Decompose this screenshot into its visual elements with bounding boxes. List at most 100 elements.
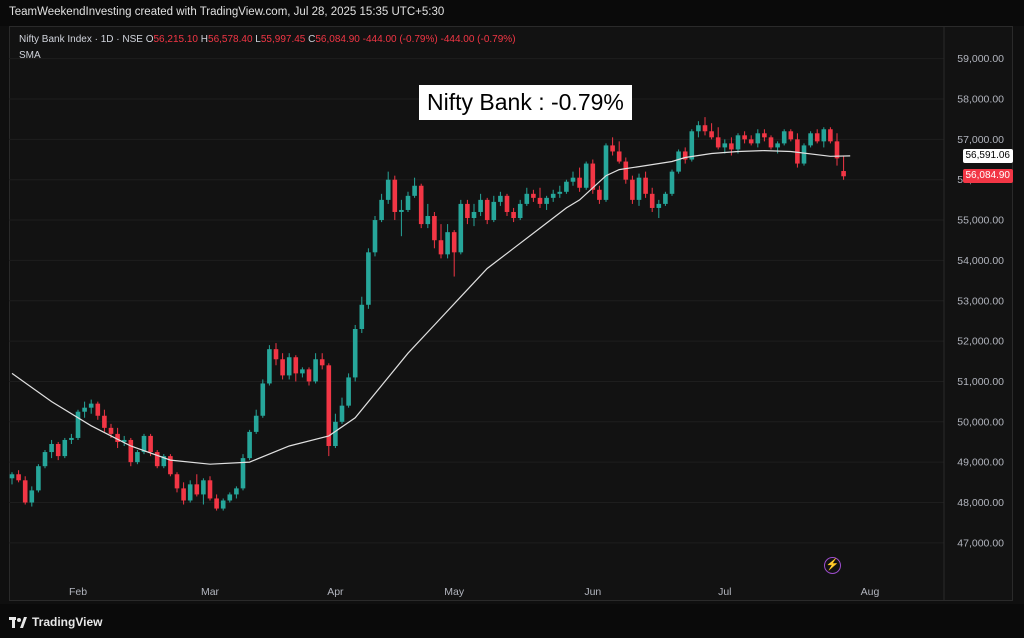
candle-body [808,133,813,146]
candle-body [742,135,747,140]
symbol-legend[interactable]: Nifty Bank Index · 1D · NSE O56,215.10 H… [19,34,516,45]
y-tick-label: 53,000.00 [957,295,1004,307]
tradingview-brand[interactable]: TradingView [9,615,102,629]
candle-body [484,199,490,221]
low-label: L [255,34,261,45]
candle-body [432,216,437,241]
x-tick-label: Aug [861,586,880,598]
candle-body [643,177,648,194]
candle-body [29,490,35,503]
candle-body [49,443,54,453]
candle-body [709,131,714,138]
x-tick-label: Mar [201,586,220,598]
candle-body [333,421,338,447]
candle-body [260,383,266,416]
candle-body [247,431,252,459]
candle-body [240,458,246,489]
candle-body [630,179,635,200]
candle-body [781,131,787,144]
y-tick-label: 49,000.00 [957,457,1004,469]
candle-body [511,211,516,219]
candle-body [326,365,332,447]
sma-price-tag: 56,591.06 [962,148,1013,163]
candle-body [62,439,68,457]
candle-body [405,195,411,210]
close-label: C [308,34,316,45]
candle-body [649,193,655,208]
candle-body [623,161,629,180]
candle-body [445,232,450,255]
candle-body [135,452,140,463]
candle-body [715,137,721,148]
y-tick-label: 52,000.00 [957,336,1004,348]
x-tick-label: Feb [69,586,87,598]
candle-body [636,177,642,200]
candle-body [722,143,728,148]
sma-indicator-label[interactable]: SMA [19,50,41,61]
candle-body [590,163,596,190]
candle-body [95,403,101,416]
candle-body [141,435,147,453]
candle-body [537,197,543,204]
candle-body [69,437,74,440]
y-tick-label: 54,000.00 [957,255,1004,267]
candle-body [841,171,846,177]
candle-body [438,240,444,255]
candle-body [121,439,127,442]
candle-body [168,456,173,475]
change-annotation: Nifty Bank : -0.79% [419,85,632,120]
candle-body [531,193,536,198]
candle-body [36,466,41,491]
candle-body [603,145,609,200]
candle-body [75,411,81,438]
candle-body [458,203,464,253]
candle-body [392,179,398,212]
candle-body [795,139,800,164]
candle-body [755,133,761,144]
candle-body [418,185,424,225]
candle-body [42,452,48,467]
candle-body [201,480,206,495]
low-value: 55,997.45 [260,34,306,45]
attribution-text: TeamWeekendInvesting created with Tradin… [9,6,445,18]
candle-body [702,125,708,132]
footer-bar [0,604,1024,638]
candle-body [154,452,160,467]
candle-body [451,232,457,253]
candle-body [359,304,365,329]
y-tick-label: 51,000.00 [957,376,1004,388]
candle-body [583,163,589,188]
close-value: 56,084.90 [315,34,360,45]
last-price-tag: 56,084.90 [962,169,1013,184]
open-label: O [145,34,154,45]
candle-body [821,129,827,142]
candle-body [616,151,622,162]
candle-body [504,195,510,212]
symbol-name[interactable]: Nifty Bank Index · 1D · NSE [19,34,143,45]
candle-body [478,199,483,212]
high-label: H [200,34,209,45]
candle-body [22,480,28,503]
candle-body [108,427,114,434]
x-tick-label: Jun [584,586,601,598]
lightning-icon[interactable]: ⚡ [824,557,841,574]
chart-frame[interactable] [9,26,1013,601]
change-value-secondary: -444.00 (-0.79%) [440,34,516,45]
candle-body [234,488,239,495]
candle-body [227,494,233,501]
attribution-bar: TeamWeekendInvesting created with Tradin… [0,0,1024,26]
candle-body [669,171,675,194]
x-tick-label: Apr [327,586,344,598]
candle-body [399,209,404,212]
candle-body [214,498,219,509]
candle-body [115,433,120,442]
candle-body [663,193,668,204]
candle-body [161,456,167,467]
candle-body [293,357,299,374]
candle-body [9,474,15,479]
candle-body [689,131,695,160]
candle-body [544,197,549,204]
candle-body [814,133,820,142]
y-tick-label: 59,000.00 [957,53,1004,65]
candle-body [748,139,754,144]
